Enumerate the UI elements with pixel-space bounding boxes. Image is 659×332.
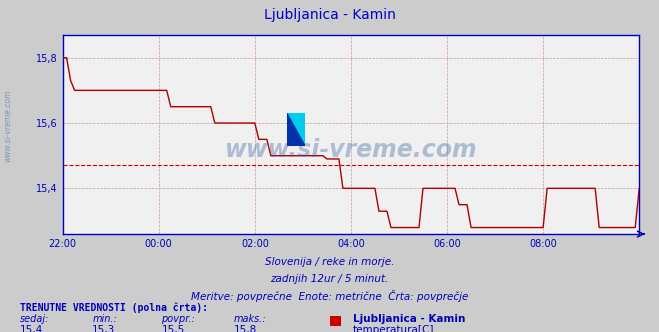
Polygon shape — [287, 113, 305, 146]
Text: zadnjih 12ur / 5 minut.: zadnjih 12ur / 5 minut. — [270, 274, 389, 284]
Text: Slovenija / reke in morje.: Slovenija / reke in morje. — [265, 257, 394, 267]
Text: povpr.:: povpr.: — [161, 314, 195, 324]
Text: www.si-vreme.com: www.si-vreme.com — [225, 138, 477, 162]
Text: temperatura[C]: temperatura[C] — [353, 325, 434, 332]
Text: sedaj:: sedaj: — [20, 314, 49, 324]
Text: TRENUTNE VREDNOSTI (polna črta):: TRENUTNE VREDNOSTI (polna črta): — [20, 302, 208, 313]
Text: Ljubljanica - Kamin: Ljubljanica - Kamin — [264, 8, 395, 22]
Text: Meritve: povprečne  Enote: metrične  Črta: povprečje: Meritve: povprečne Enote: metrične Črta:… — [191, 290, 468, 301]
Polygon shape — [287, 113, 305, 146]
Text: 15,8: 15,8 — [234, 325, 257, 332]
Text: 15,4: 15,4 — [20, 325, 43, 332]
Text: 15,5: 15,5 — [161, 325, 185, 332]
Text: 15,3: 15,3 — [92, 325, 115, 332]
Text: min.:: min.: — [92, 314, 117, 324]
Text: Ljubljanica - Kamin: Ljubljanica - Kamin — [353, 314, 465, 324]
Text: maks.:: maks.: — [234, 314, 267, 324]
Text: www.si-vreme.com: www.si-vreme.com — [3, 90, 13, 162]
